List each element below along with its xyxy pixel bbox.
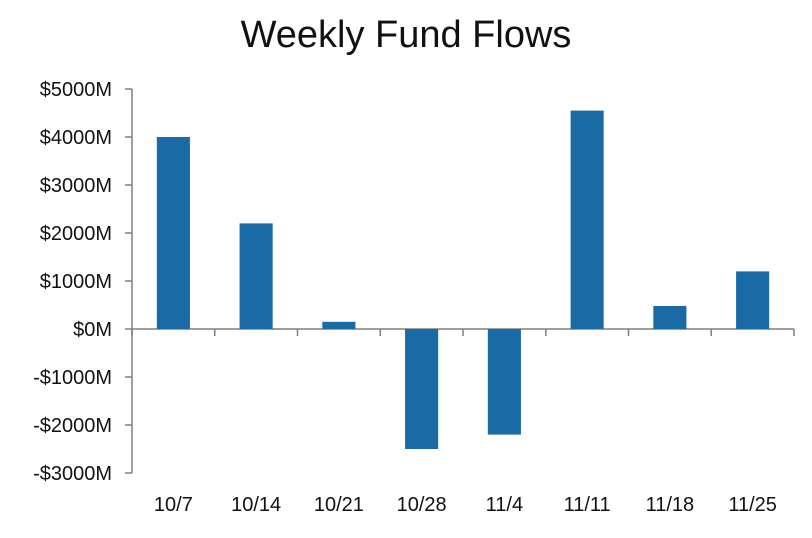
x-tick-label: 10/14: [231, 494, 281, 516]
y-tick-label: $0M: [73, 319, 112, 341]
y-axis: $5000M $4000M $3000M $2000M $1000M $0M -$1000M…: [33, 79, 133, 485]
y-tick-label: $5000M: [40, 79, 112, 101]
y-tick-label: -$1000M: [33, 367, 112, 389]
x-tick-label: 11/18: [646, 494, 695, 516]
y-tick-label: $4000M: [40, 127, 112, 149]
y-tick-label: -$2000M: [33, 415, 112, 437]
bar-10-7: [156, 137, 190, 329]
bar-10-14: [239, 223, 273, 329]
bar-11-4: [487, 329, 521, 435]
y-tick-label: $1000M: [40, 271, 112, 293]
x-tick-label: 10/7: [154, 494, 193, 516]
x-tick-label: 11/25: [728, 494, 777, 516]
x-tick-label: 11/11: [564, 494, 611, 516]
x-tick-label: 11/4: [486, 494, 523, 516]
x-axis: 10/7 10/14 10/21 10/28 11/4 11/11 11/18 11/25: [131, 328, 795, 516]
bar-11-11: [570, 110, 604, 329]
y-tick-label: $3000M: [40, 175, 112, 197]
y-tick-label: $2000M: [40, 223, 112, 245]
bar-11-18: [653, 305, 687, 329]
y-tick-label: -$3000M: [33, 463, 112, 485]
x-tick-label: 10/21: [314, 494, 364, 516]
bar-10-28: [405, 329, 439, 449]
x-tick-label: 10/28: [397, 494, 447, 516]
bars: [156, 110, 770, 449]
chart-title: Weekly Fund Flows: [240, 14, 572, 56]
bar-10-21: [322, 321, 356, 329]
bar-11-25: [736, 271, 770, 329]
